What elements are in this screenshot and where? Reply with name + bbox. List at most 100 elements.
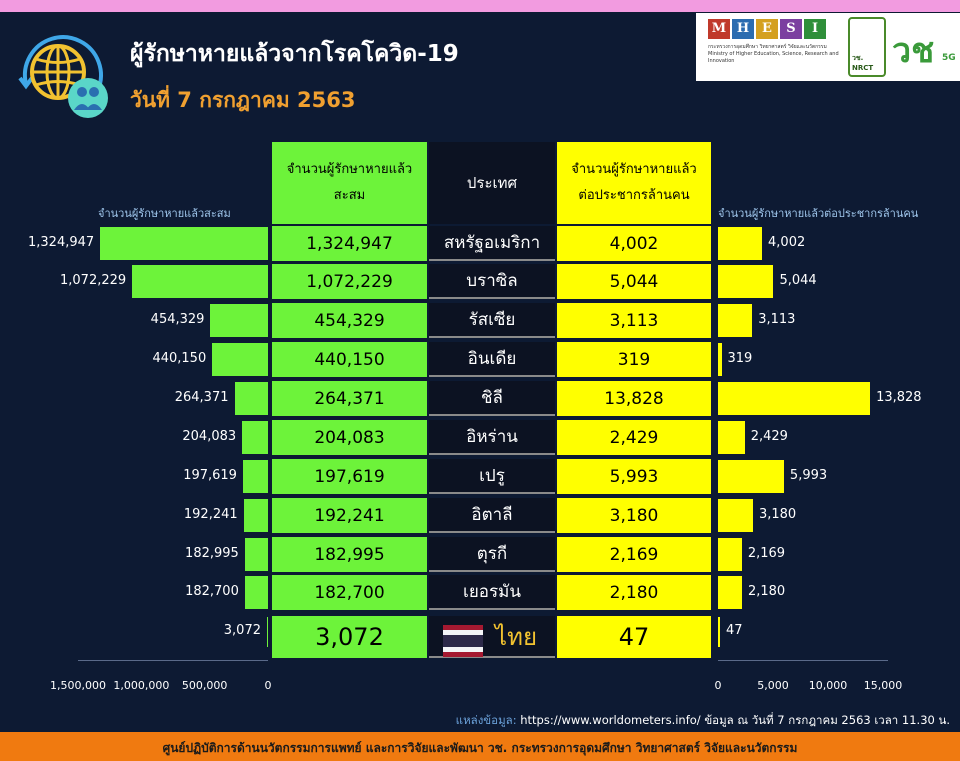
left-bar bbox=[210, 304, 268, 337]
country-cell: บราซิล bbox=[429, 264, 555, 299]
right-chart-label: จำนวนผู้รักษาหายแล้วต่อประชากรล้านคน bbox=[718, 207, 919, 220]
header-country-label: ประเทศ bbox=[466, 174, 518, 192]
globe-people-icon bbox=[18, 35, 108, 118]
left-tick-label: 1,500,000 bbox=[50, 679, 106, 692]
right-bar-label: 5,993 bbox=[789, 467, 828, 483]
per-million-cell: 2,429 bbox=[557, 420, 711, 455]
country-cell: ตุรกี bbox=[429, 537, 555, 572]
ministry-text: กระทรวงการอุดมศึกษา วิทยาศาสตร์ วิจัยและ… bbox=[708, 44, 848, 65]
right-bar-label: 13,828 bbox=[876, 389, 922, 405]
left-bar bbox=[244, 576, 268, 609]
recovered-cell: 1,072,229 bbox=[272, 264, 427, 299]
right-bar-label: 2,429 bbox=[750, 428, 788, 444]
per-million-cell: 3,180 bbox=[557, 498, 711, 533]
left-bar-label: 192,241 bbox=[183, 506, 238, 522]
right-bar bbox=[718, 227, 763, 260]
source-note: แหล่งข้อมูล: https://www.worldometers.in… bbox=[456, 712, 950, 730]
left-bar bbox=[100, 227, 268, 260]
mhesi-letter-m: M bbox=[708, 19, 730, 39]
left-bar-label: 182,995 bbox=[185, 545, 239, 561]
left-bar bbox=[243, 499, 268, 532]
recovered-cell: 192,241 bbox=[272, 498, 427, 533]
left-bar-label: 264,371 bbox=[174, 389, 229, 405]
mhesi-letter-i: I bbox=[804, 19, 826, 39]
left-bar bbox=[244, 538, 268, 571]
right-tick-label: 0 bbox=[714, 679, 722, 692]
left-bar-label: 197,619 bbox=[183, 467, 237, 483]
left-bar bbox=[242, 460, 268, 493]
left-bar bbox=[234, 382, 268, 415]
nrct-label-en: NRCT bbox=[852, 64, 874, 72]
country-cell: รัสเซีย bbox=[429, 303, 555, 338]
header-per-million-label: จำนวนผู้รักษาหายแล้วต่อประชากรล้านคน bbox=[571, 162, 697, 203]
left-bar-label: 182,700 bbox=[185, 583, 239, 599]
left-tick-label: 0 bbox=[264, 679, 272, 692]
right-bar-label: 2,180 bbox=[747, 583, 786, 599]
right-bar bbox=[718, 343, 722, 376]
left-bar-label: 454,329 bbox=[150, 311, 205, 327]
recovered-cell: 440,150 bbox=[272, 342, 427, 377]
country-cell: สหรัฐอเมริกา bbox=[429, 226, 555, 261]
per-million-cell: 5,044 bbox=[557, 264, 711, 299]
right-bar-label: 319 bbox=[727, 350, 753, 366]
left-bar-label: 1,072,229 bbox=[60, 272, 127, 288]
right-bar bbox=[718, 576, 742, 609]
left-bar bbox=[242, 421, 268, 454]
recovered-cell: 264,371 bbox=[272, 381, 427, 416]
source-label: แหล่งข้อมูล: bbox=[455, 713, 517, 727]
right-bar-label: 3,180 bbox=[758, 506, 797, 522]
ministry-text-th: กระทรวงการอุดมศึกษา วิทยาศาสตร์ วิจัยและ… bbox=[708, 44, 827, 50]
right-bar-label: 2,169 bbox=[747, 545, 786, 561]
right-bar bbox=[718, 499, 753, 532]
left-tick-label: 500,000 bbox=[181, 679, 228, 692]
per-million-cell: 3,113 bbox=[557, 303, 711, 338]
vch-5g-tag: 5G bbox=[942, 53, 956, 63]
footer-text: ศูนย์ปฏิบัติการด้านนวัตกรรมการแพทย์ และก… bbox=[162, 741, 798, 755]
right-tick-label: 10,000 bbox=[808, 679, 848, 692]
country-cell: ชิลี bbox=[429, 381, 555, 416]
nrct-label: วช. bbox=[852, 54, 864, 62]
per-million-cell: 2,180 bbox=[557, 575, 711, 610]
per-million-cell: 319 bbox=[557, 342, 711, 377]
mhesi-letter-s: S bbox=[780, 19, 802, 39]
page-date: วันที่ 7 กรกฎาคม 2563 bbox=[130, 88, 356, 112]
left-bar bbox=[212, 343, 268, 376]
left-bar bbox=[132, 265, 268, 298]
nrct-logo-text: วช. NRCT bbox=[852, 53, 873, 72]
recovered-cell: 204,083 bbox=[272, 420, 427, 455]
top-accent-bar bbox=[0, 0, 960, 12]
left-axis-line bbox=[78, 660, 268, 661]
per-million-cell: 13,828 bbox=[557, 381, 711, 416]
right-bar bbox=[718, 265, 774, 298]
recovered-cell: 182,700 bbox=[272, 575, 427, 610]
left-chart-label: จำนวนผู้รักษาหายแล้วสะสม bbox=[98, 207, 231, 220]
vch-logo: วช bbox=[892, 31, 935, 71]
header-per-million: จำนวนผู้รักษาหายแล้วต่อประชากรล้านคน bbox=[557, 142, 711, 224]
per-million-cell: 5,993 bbox=[557, 459, 711, 494]
recovered-cell: 3,072 bbox=[272, 616, 427, 658]
left-bar bbox=[267, 617, 268, 647]
recovered-cell: 454,329 bbox=[272, 303, 427, 338]
per-million-cell: 4,002 bbox=[557, 226, 711, 261]
right-bar-label: 4,002 bbox=[768, 234, 806, 250]
right-bar bbox=[718, 538, 742, 571]
right-tick-label: 15,000 bbox=[863, 679, 903, 692]
mhesi-letter-h: H bbox=[732, 19, 754, 39]
right-bar-label: 47 bbox=[726, 623, 743, 638]
page-title: ผู้รักษาหายแล้วจากโรคโควิด-19 bbox=[130, 41, 459, 67]
footer-bar bbox=[0, 732, 960, 761]
header-recovered: จำนวนผู้รักษาหายแล้วสะสม bbox=[272, 142, 427, 224]
per-million-cell: 2,169 bbox=[557, 537, 711, 572]
right-axis-line bbox=[718, 660, 888, 661]
country-cell: อินเดีย bbox=[429, 342, 555, 377]
header-country: ประเทศ bbox=[429, 142, 555, 224]
per-million-cell: 47 bbox=[557, 616, 711, 658]
right-bar-label: 3,113 bbox=[758, 311, 796, 327]
left-bar-label: 1,324,947 bbox=[28, 234, 95, 250]
right-tick-label: 5,000 bbox=[757, 679, 789, 692]
right-bar bbox=[718, 382, 871, 415]
right-bar bbox=[718, 617, 720, 647]
nrct-logo bbox=[848, 17, 886, 77]
